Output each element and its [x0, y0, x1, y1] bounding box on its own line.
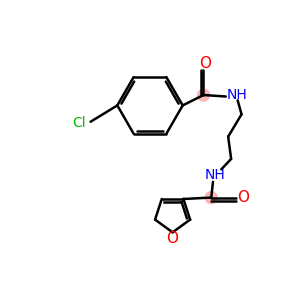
Circle shape	[198, 89, 209, 101]
Text: NH: NH	[227, 88, 248, 102]
Text: O: O	[237, 190, 249, 205]
Text: O: O	[199, 56, 211, 71]
Text: O: O	[167, 231, 178, 246]
Circle shape	[205, 192, 217, 203]
Text: Cl: Cl	[72, 116, 86, 130]
Text: NH: NH	[204, 168, 225, 182]
